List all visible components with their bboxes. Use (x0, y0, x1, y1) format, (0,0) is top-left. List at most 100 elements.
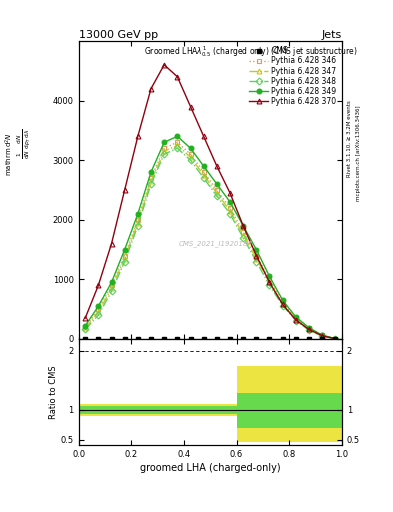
Pythia 6.428 370 (280, 302, 285, 308)
Pythia 6.428 347 (241, 231, 246, 238)
Pythia 6.428 348 (294, 317, 298, 324)
X-axis label: groomed LHA (charged-only): groomed LHA (charged-only) (140, 463, 281, 474)
Pythia 6.428 346 (307, 325, 311, 331)
Text: Rivet 3.1.10, ≥ 3.2M events: Rivet 3.1.10, ≥ 3.2M events (347, 100, 352, 177)
CMS (241, 336, 246, 342)
Pythia 6.428 346 (267, 276, 272, 283)
Pythia 6.428 349 (215, 181, 219, 187)
Pythia 6.428 346 (215, 187, 219, 193)
Pythia 6.428 346 (83, 324, 88, 330)
Pythia 6.428 347 (96, 309, 101, 315)
Pythia 6.428 349 (267, 273, 272, 280)
Pythia 6.428 346 (162, 145, 167, 152)
CMS (162, 336, 167, 342)
Pythia 6.428 370 (96, 282, 101, 288)
Text: CMS_2021_I1920187: CMS_2021_I1920187 (178, 240, 253, 247)
Pythia 6.428 370 (201, 133, 206, 139)
Pythia 6.428 347 (280, 302, 285, 308)
Pythia 6.428 349 (162, 139, 167, 145)
Pythia 6.428 348 (96, 312, 101, 318)
Pythia 6.428 347 (294, 316, 298, 323)
Pythia 6.428 348 (175, 145, 180, 152)
CMS (201, 336, 206, 342)
Text: Jets: Jets (321, 30, 342, 40)
CMS (122, 336, 127, 342)
Pythia 6.428 370 (83, 315, 88, 321)
Pythia 6.428 346 (136, 217, 140, 223)
Pythia 6.428 348 (241, 234, 246, 241)
CMS (280, 336, 285, 342)
Line: Pythia 6.428 370: Pythia 6.428 370 (83, 62, 338, 341)
Pythia 6.428 370 (320, 333, 325, 339)
CMS (83, 336, 88, 342)
Pythia 6.428 348 (149, 181, 153, 187)
Pythia 6.428 348 (333, 336, 338, 342)
Pythia 6.428 346 (280, 300, 285, 306)
Pythia 6.428 370 (162, 62, 167, 68)
Pythia 6.428 347 (122, 255, 127, 262)
CMS (136, 336, 140, 342)
Pythia 6.428 370 (267, 280, 272, 286)
Pythia 6.428 349 (109, 280, 114, 286)
Pythia 6.428 346 (254, 252, 259, 259)
CMS (96, 336, 101, 342)
Pythia 6.428 349 (122, 246, 127, 252)
Pythia 6.428 346 (228, 205, 232, 211)
Text: Groomed LHA$\lambda^{1}_{0.5}$ (charged only) (CMS jet substructure): Groomed LHA$\lambda^{1}_{0.5}$ (charged … (145, 44, 358, 59)
Pythia 6.428 347 (162, 148, 167, 154)
Pythia 6.428 349 (294, 314, 298, 320)
Pythia 6.428 348 (188, 157, 193, 163)
Pythia 6.428 348 (267, 282, 272, 288)
Pythia 6.428 348 (162, 151, 167, 157)
Line: Pythia 6.428 348: Pythia 6.428 348 (83, 146, 338, 342)
Pythia 6.428 348 (136, 223, 140, 229)
Pythia 6.428 346 (122, 252, 127, 259)
CMS (294, 336, 298, 342)
Pythia 6.428 349 (96, 303, 101, 309)
Pythia 6.428 349 (175, 133, 180, 139)
Pythia 6.428 346 (201, 169, 206, 175)
Pythia 6.428 346 (96, 306, 101, 312)
Pythia 6.428 370 (109, 241, 114, 247)
Pythia 6.428 349 (307, 325, 311, 331)
Pythia 6.428 349 (188, 145, 193, 152)
Pythia 6.428 349 (228, 199, 232, 205)
Pythia 6.428 370 (307, 326, 311, 332)
Pythia 6.428 349 (149, 169, 153, 175)
CMS (307, 336, 311, 342)
Pythia 6.428 348 (109, 288, 114, 294)
Pythia 6.428 347 (175, 142, 180, 148)
Pythia 6.428 346 (241, 229, 246, 235)
Pythia 6.428 370 (188, 103, 193, 110)
CMS (333, 336, 338, 342)
Pythia 6.428 347 (333, 336, 338, 342)
Line: CMS: CMS (83, 336, 338, 342)
Pythia 6.428 349 (320, 332, 325, 338)
CMS (320, 336, 325, 342)
Pythia 6.428 349 (280, 297, 285, 303)
Pythia 6.428 347 (267, 280, 272, 286)
Pythia 6.428 348 (254, 259, 259, 265)
Pythia 6.428 347 (215, 190, 219, 196)
CMS (228, 336, 232, 342)
Pythia 6.428 347 (254, 255, 259, 262)
Pythia 6.428 349 (254, 246, 259, 252)
Line: Pythia 6.428 346: Pythia 6.428 346 (83, 140, 338, 341)
Pythia 6.428 370 (136, 133, 140, 139)
Pythia 6.428 346 (109, 282, 114, 288)
Pythia 6.428 349 (333, 335, 338, 342)
CMS (109, 336, 114, 342)
Pythia 6.428 348 (201, 175, 206, 181)
Pythia 6.428 370 (228, 190, 232, 196)
Pythia 6.428 370 (149, 86, 153, 92)
Pythia 6.428 347 (228, 208, 232, 214)
Pythia 6.428 347 (136, 220, 140, 226)
Pythia 6.428 349 (201, 163, 206, 169)
CMS (149, 336, 153, 342)
Pythia 6.428 347 (188, 154, 193, 160)
Pythia 6.428 346 (294, 315, 298, 321)
Pythia 6.428 349 (83, 323, 88, 329)
Pythia 6.428 370 (215, 163, 219, 169)
Pythia 6.428 347 (307, 326, 311, 332)
CMS (188, 336, 193, 342)
